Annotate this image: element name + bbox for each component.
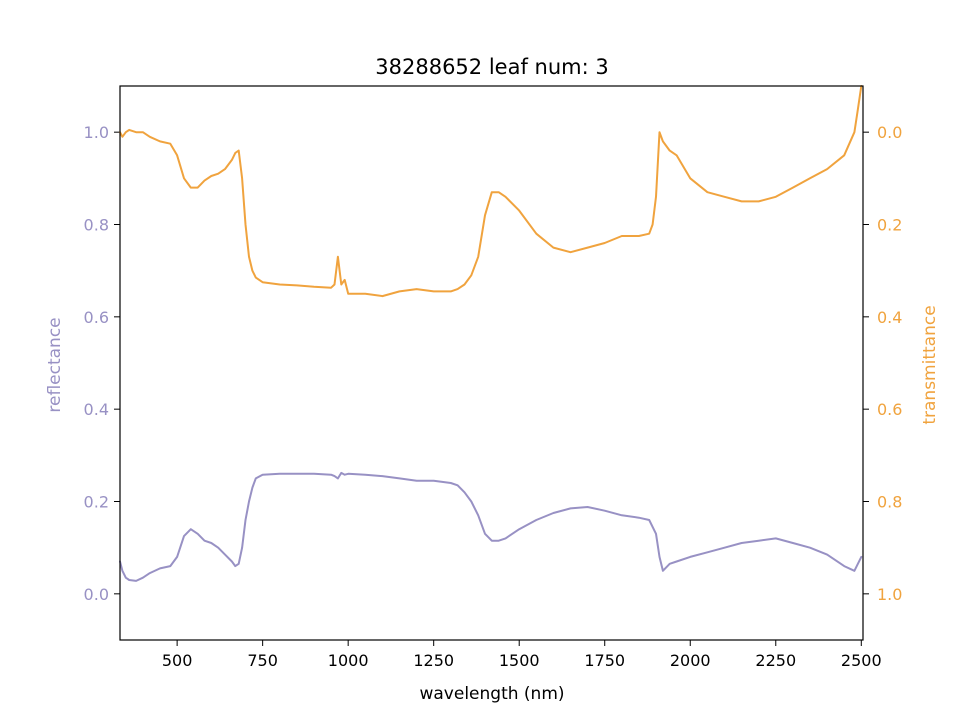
reflectance-series-line <box>119 471 863 582</box>
x-tick-label: 2250 <box>755 651 796 670</box>
x-tick-label: 1250 <box>413 651 454 670</box>
plot-frame <box>119 85 864 641</box>
x-tick-label: 2000 <box>670 651 711 670</box>
right-y-axis-label: transmittance <box>920 305 940 424</box>
right-y-tick-label: 1.0 <box>877 585 902 604</box>
x-tick-label: 1000 <box>328 651 369 670</box>
right-axis-ticks: 0.0 0.2 0.4 0.6 0.8 1.0 <box>863 123 902 604</box>
left-y-tick-label: 0.2 <box>84 493 109 512</box>
left-axis-ticks: 0.0 0.2 0.4 0.6 0.8 1.0 <box>84 123 120 604</box>
right-y-tick-label: 0.2 <box>877 216 902 235</box>
right-y-tick-label: 0.8 <box>877 493 902 512</box>
x-tick-label: 1500 <box>499 651 540 670</box>
left-y-tick-label: 0.6 <box>84 308 109 327</box>
x-axis-label: wavelength (nm) <box>419 684 564 704</box>
x-tick-label: 1750 <box>584 651 625 670</box>
x-axis-ticks: 500 750 1000 1250 1500 1750 2000 2250 2500 <box>162 640 882 670</box>
left-y-tick-label: 0.4 <box>84 400 109 419</box>
left-y-tick-label: 1.0 <box>84 123 109 142</box>
right-y-tick-label: 0.0 <box>877 123 902 142</box>
chart-title: 38288652 leaf num: 3 <box>375 55 608 79</box>
right-y-tick-label: 0.6 <box>877 400 902 419</box>
right-y-tick-label: 0.4 <box>877 308 902 327</box>
left-y-tick-label: 0.0 <box>84 585 109 604</box>
transmittance-series-line <box>119 85 863 298</box>
x-tick-label: 2500 <box>841 651 882 670</box>
x-tick-label: 500 <box>162 651 193 670</box>
series-layer <box>119 85 863 582</box>
x-tick-label: 750 <box>247 651 278 670</box>
left-y-axis-label: reflectance <box>45 317 65 412</box>
left-y-tick-label: 0.8 <box>84 216 109 235</box>
